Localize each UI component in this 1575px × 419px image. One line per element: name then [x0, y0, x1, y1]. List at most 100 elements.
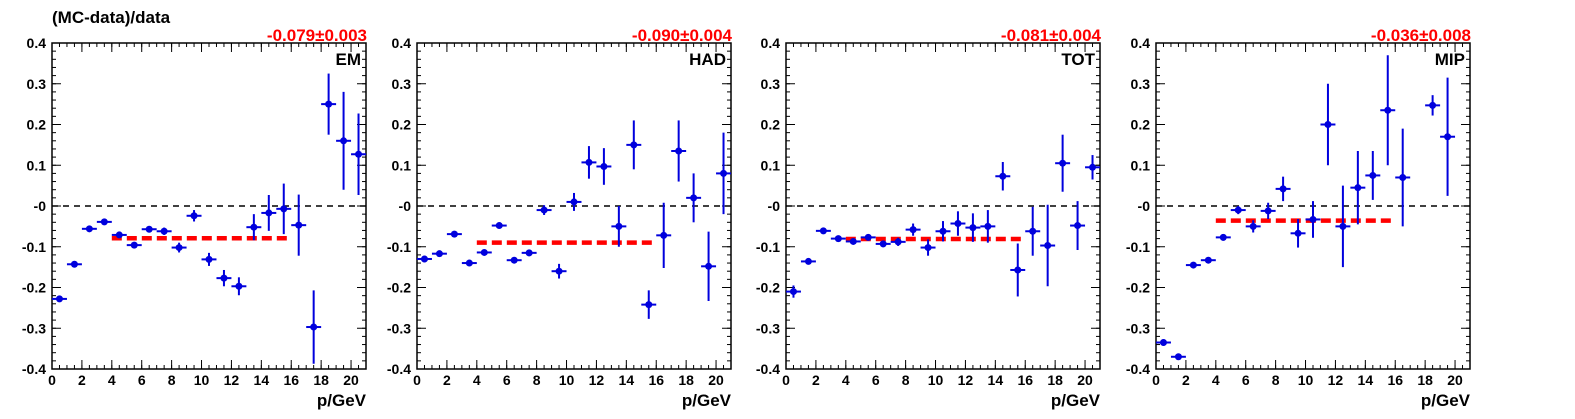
data-point: [450, 230, 458, 238]
data-point: [220, 274, 228, 282]
y-tick-label: 0.1: [392, 157, 412, 173]
data-point: [1369, 171, 1377, 179]
y-tick-label: -0.4: [22, 361, 46, 377]
x-tick-label: 16: [1017, 372, 1033, 388]
data-point: [1059, 159, 1067, 167]
y-tick-label: -0.4: [387, 361, 411, 377]
x-tick-label: 14: [988, 372, 1004, 388]
y-tick-label: 0.4: [392, 35, 412, 51]
y-tick-label: 0.3: [392, 76, 412, 92]
x-tick-label: 14: [1358, 372, 1374, 388]
data-point: [420, 255, 428, 263]
panel-had: -0.4 -0.3 -0.2 -0.1 -0 0.1 0.2 0.3 0.4 0 2 4 6 8 10 12 1…: [387, 26, 733, 410]
data-point: [190, 212, 198, 220]
y-tick-label: 0.3: [27, 76, 47, 92]
data-point: [660, 231, 668, 239]
data-point: [789, 288, 797, 296]
fit-result-label: -0.090±0.004: [632, 26, 733, 45]
data-point: [969, 224, 977, 232]
data-point: [1174, 353, 1182, 361]
x-tick-label: 2: [812, 372, 820, 388]
data-point: [435, 250, 443, 258]
x-tick-label: 0: [1152, 372, 1160, 388]
x-axis-title: p/GeV: [682, 391, 732, 410]
data-point: [160, 227, 168, 235]
x-tick-label: 10: [194, 372, 210, 388]
data-point: [924, 244, 932, 252]
x-tick-label: 0: [782, 372, 790, 388]
data-point: [954, 220, 962, 228]
x-tick-label: 12: [1328, 372, 1344, 388]
data-point: [804, 257, 812, 265]
y-tick-label: -0.1: [387, 239, 411, 255]
x-tick-label: 18: [1047, 372, 1063, 388]
x-tick-label: 0: [413, 372, 421, 388]
data-point: [115, 231, 123, 239]
y-tick-label: -0.1: [756, 239, 780, 255]
data-point: [894, 238, 902, 246]
data-point: [909, 226, 917, 234]
data-point: [1044, 242, 1052, 250]
x-tick-label: 16: [1387, 372, 1403, 388]
y-tick-label: -0: [399, 198, 412, 214]
y-tick-label: -0.3: [756, 320, 780, 336]
panel-em: -0.4 -0.3 -0.2 -0.1 -0 0.1 0.2 0.3 0.4 0 2 4 6 8 10 12 1…: [22, 26, 367, 410]
x-tick-label: 6: [138, 372, 146, 388]
x-tick-label: 18: [678, 372, 694, 388]
x-tick-label: 20: [1447, 372, 1463, 388]
data-point: [999, 172, 1007, 180]
data-point: [555, 267, 563, 275]
data-point: [570, 198, 578, 206]
data-point: [525, 249, 533, 257]
y-tick-label: 0.4: [761, 35, 781, 51]
data-point: [310, 323, 318, 331]
data-point: [465, 259, 473, 267]
x-tick-label: 18: [313, 372, 329, 388]
data-point: [340, 137, 348, 145]
data-point: [145, 225, 153, 233]
data-point: [205, 255, 213, 263]
x-tick-label: 10: [928, 372, 944, 388]
data-point: [1159, 339, 1167, 347]
y-tick-label: -0.4: [1126, 361, 1150, 377]
data-point: [1264, 207, 1272, 215]
fit-result-label: -0.079±0.003: [267, 26, 367, 45]
data-point: [1249, 222, 1257, 230]
y-tick-label: 0.3: [1131, 76, 1151, 92]
y-tick-label: 0.1: [761, 157, 781, 173]
data-point: [480, 248, 488, 256]
data-point: [645, 301, 653, 309]
data-point: [1279, 185, 1287, 193]
x-tick-label: 2: [443, 372, 451, 388]
x-tick-label: 4: [842, 372, 850, 388]
x-tick-label: 8: [533, 372, 541, 388]
data-point: [690, 194, 698, 202]
y-tick-label: -0.3: [1126, 320, 1150, 336]
y-tick-label: 0.1: [27, 157, 47, 173]
data-point: [1429, 101, 1437, 109]
y-tick-label: -0.2: [387, 280, 411, 296]
data-point: [1219, 233, 1227, 241]
x-tick-label: 14: [254, 372, 270, 388]
y-tick-label: -0.2: [22, 280, 46, 296]
y-tick-label: -0.2: [1126, 280, 1150, 296]
data-point: [540, 206, 548, 214]
data-point: [85, 225, 93, 233]
data-point: [720, 169, 728, 177]
y-tick-label: 0.2: [27, 117, 47, 133]
data-point: [100, 218, 108, 226]
x-tick-label: 8: [1272, 372, 1280, 388]
y-tick-label: 0.4: [27, 35, 47, 51]
data-point: [600, 162, 608, 170]
x-tick-label: 18: [1417, 372, 1433, 388]
data-point: [1234, 206, 1242, 214]
x-tick-label: 16: [648, 372, 664, 388]
data-point: [70, 260, 78, 268]
data-point: [1029, 227, 1037, 235]
data-point: [1339, 222, 1347, 230]
data-point: [984, 222, 992, 230]
data-point: [1294, 229, 1302, 237]
data-point: [235, 282, 243, 290]
data-point: [939, 227, 947, 235]
data-point: [295, 221, 303, 229]
